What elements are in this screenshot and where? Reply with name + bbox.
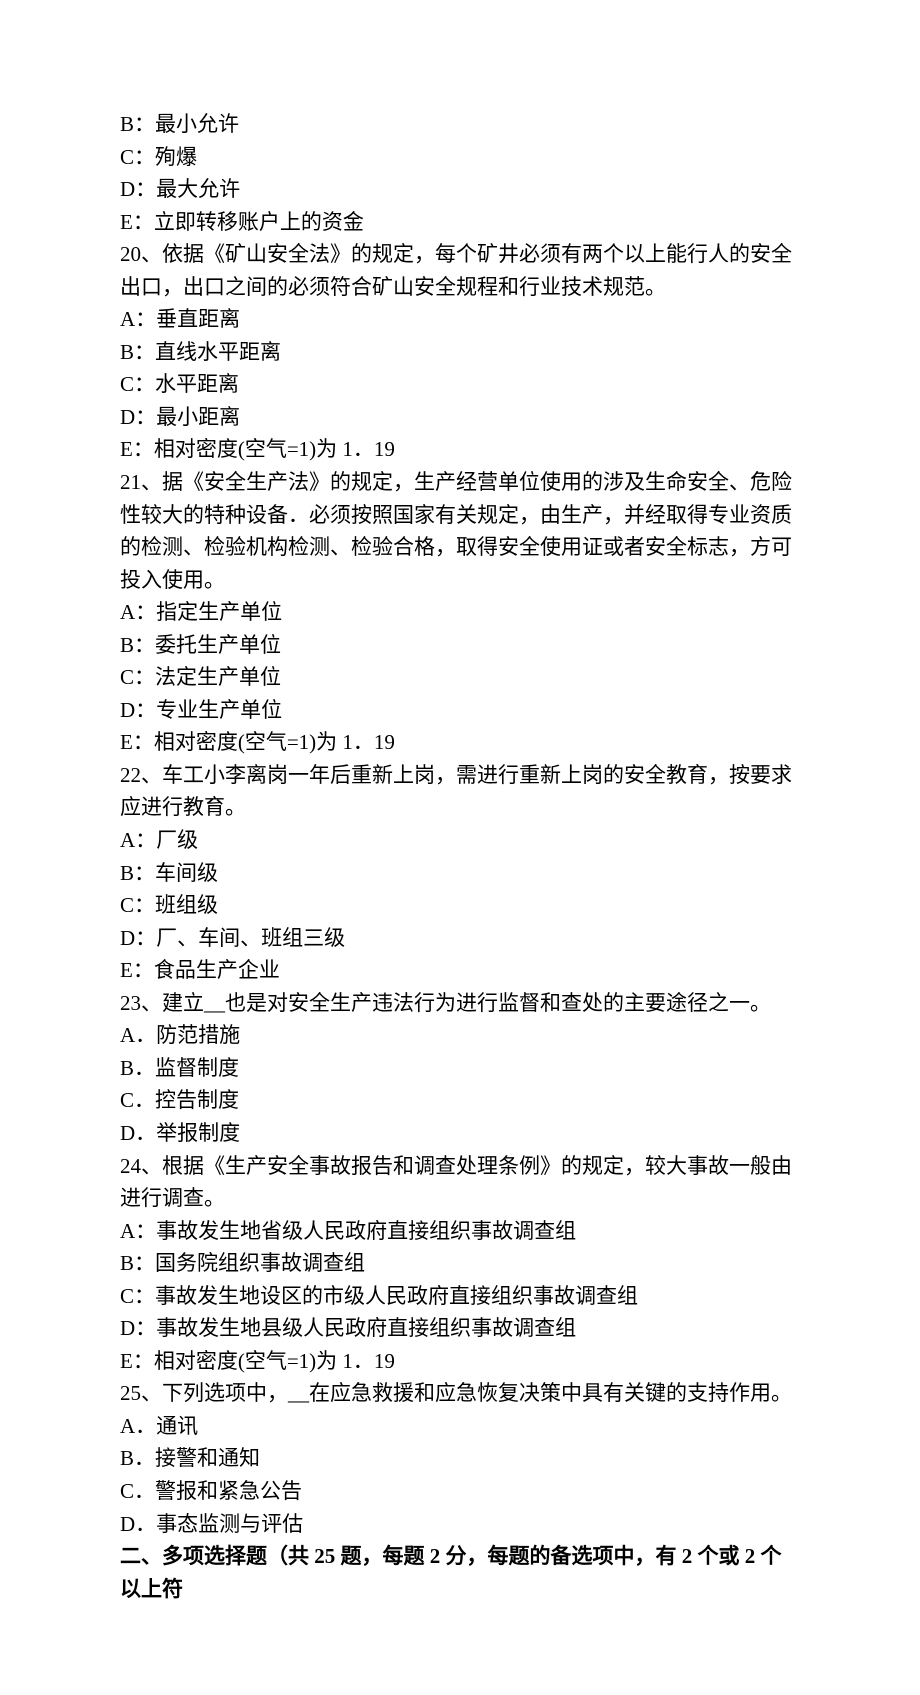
q22-option-b: B：车间级 bbox=[120, 857, 800, 890]
q21-option-e: E：相对密度(空气=1)为 1．19 bbox=[120, 726, 800, 759]
q24-option-c: C：事故发生地设区的市级人民政府直接组织事故调查组 bbox=[120, 1280, 800, 1313]
q20-option-a: A：垂直距离 bbox=[120, 303, 800, 336]
q24-option-a: A：事故发生地省级人民政府直接组织事故调查组 bbox=[120, 1215, 800, 1248]
q25-stem: 25、下列选项中，__在应急救援和应急恢复决策中具有关键的支持作用。 bbox=[120, 1377, 800, 1410]
q20-option-e: E：相对密度(空气=1)为 1．19 bbox=[120, 433, 800, 466]
q20-option-c: C：水平距离 bbox=[120, 368, 800, 401]
section-2-heading: 二、多项选择题（共 25 题，每题 2 分，每题的备选项中，有 2 个或 2 个… bbox=[120, 1540, 800, 1605]
q19-option-b: B：最小允许 bbox=[120, 108, 800, 141]
q24-option-e: E：相对密度(空气=1)为 1．19 bbox=[120, 1345, 800, 1378]
q21-option-b: B：委托生产单位 bbox=[120, 629, 800, 662]
q21-option-c: C：法定生产单位 bbox=[120, 661, 800, 694]
q23-option-a: A．防范措施 bbox=[120, 1019, 800, 1052]
q23-option-d: D．举报制度 bbox=[120, 1117, 800, 1150]
q23-option-c: C．控告制度 bbox=[120, 1084, 800, 1117]
q22-stem: 22、车工小李离岗一年后重新上岗，需进行重新上岗的安全教育，按要求应进行教育。 bbox=[120, 759, 800, 824]
q22-option-c: C：班组级 bbox=[120, 889, 800, 922]
q21-stem: 21、据《安全生产法》的规定，生产经营单位使用的涉及生命安全、危险性较大的特种设… bbox=[120, 466, 800, 596]
q21-option-d: D：专业生产单位 bbox=[120, 694, 800, 727]
document-page: B：最小允许 C：殉爆 D：最大允许 E：立即转移账户上的资金 20、依据《矿山… bbox=[0, 0, 920, 1695]
q19-option-d: D：最大允许 bbox=[120, 173, 800, 206]
q20-option-b: B：直线水平距离 bbox=[120, 336, 800, 369]
q24-option-d: D：事故发生地县级人民政府直接组织事故调查组 bbox=[120, 1312, 800, 1345]
q25-option-d: D．事态监测与评估 bbox=[120, 1508, 800, 1541]
q20-stem: 20、依据《矿山安全法》的规定，每个矿井必须有两个以上能行人的安全出口，出口之间… bbox=[120, 238, 800, 303]
q25-option-c: C．警报和紧急公告 bbox=[120, 1475, 800, 1508]
q19-option-e: E：立即转移账户上的资金 bbox=[120, 206, 800, 239]
q22-option-e: E：食品生产企业 bbox=[120, 954, 800, 987]
q22-option-a: A：厂级 bbox=[120, 824, 800, 857]
q20-option-d: D：最小距离 bbox=[120, 401, 800, 434]
q24-stem: 24、根据《生产安全事故报告和调查处理条例》的规定，较大事故一般由进行调查。 bbox=[120, 1150, 800, 1215]
q25-option-a: A．通讯 bbox=[120, 1410, 800, 1443]
q22-option-d: D：厂、车间、班组三级 bbox=[120, 922, 800, 955]
q23-stem: 23、建立__也是对安全生产违法行为进行监督和查处的主要途径之一。 bbox=[120, 987, 800, 1020]
q21-option-a: A：指定生产单位 bbox=[120, 596, 800, 629]
q24-option-b: B：国务院组织事故调查组 bbox=[120, 1247, 800, 1280]
q23-option-b: B．监督制度 bbox=[120, 1052, 800, 1085]
q19-option-c: C：殉爆 bbox=[120, 141, 800, 174]
q25-option-b: B．接警和通知 bbox=[120, 1442, 800, 1475]
